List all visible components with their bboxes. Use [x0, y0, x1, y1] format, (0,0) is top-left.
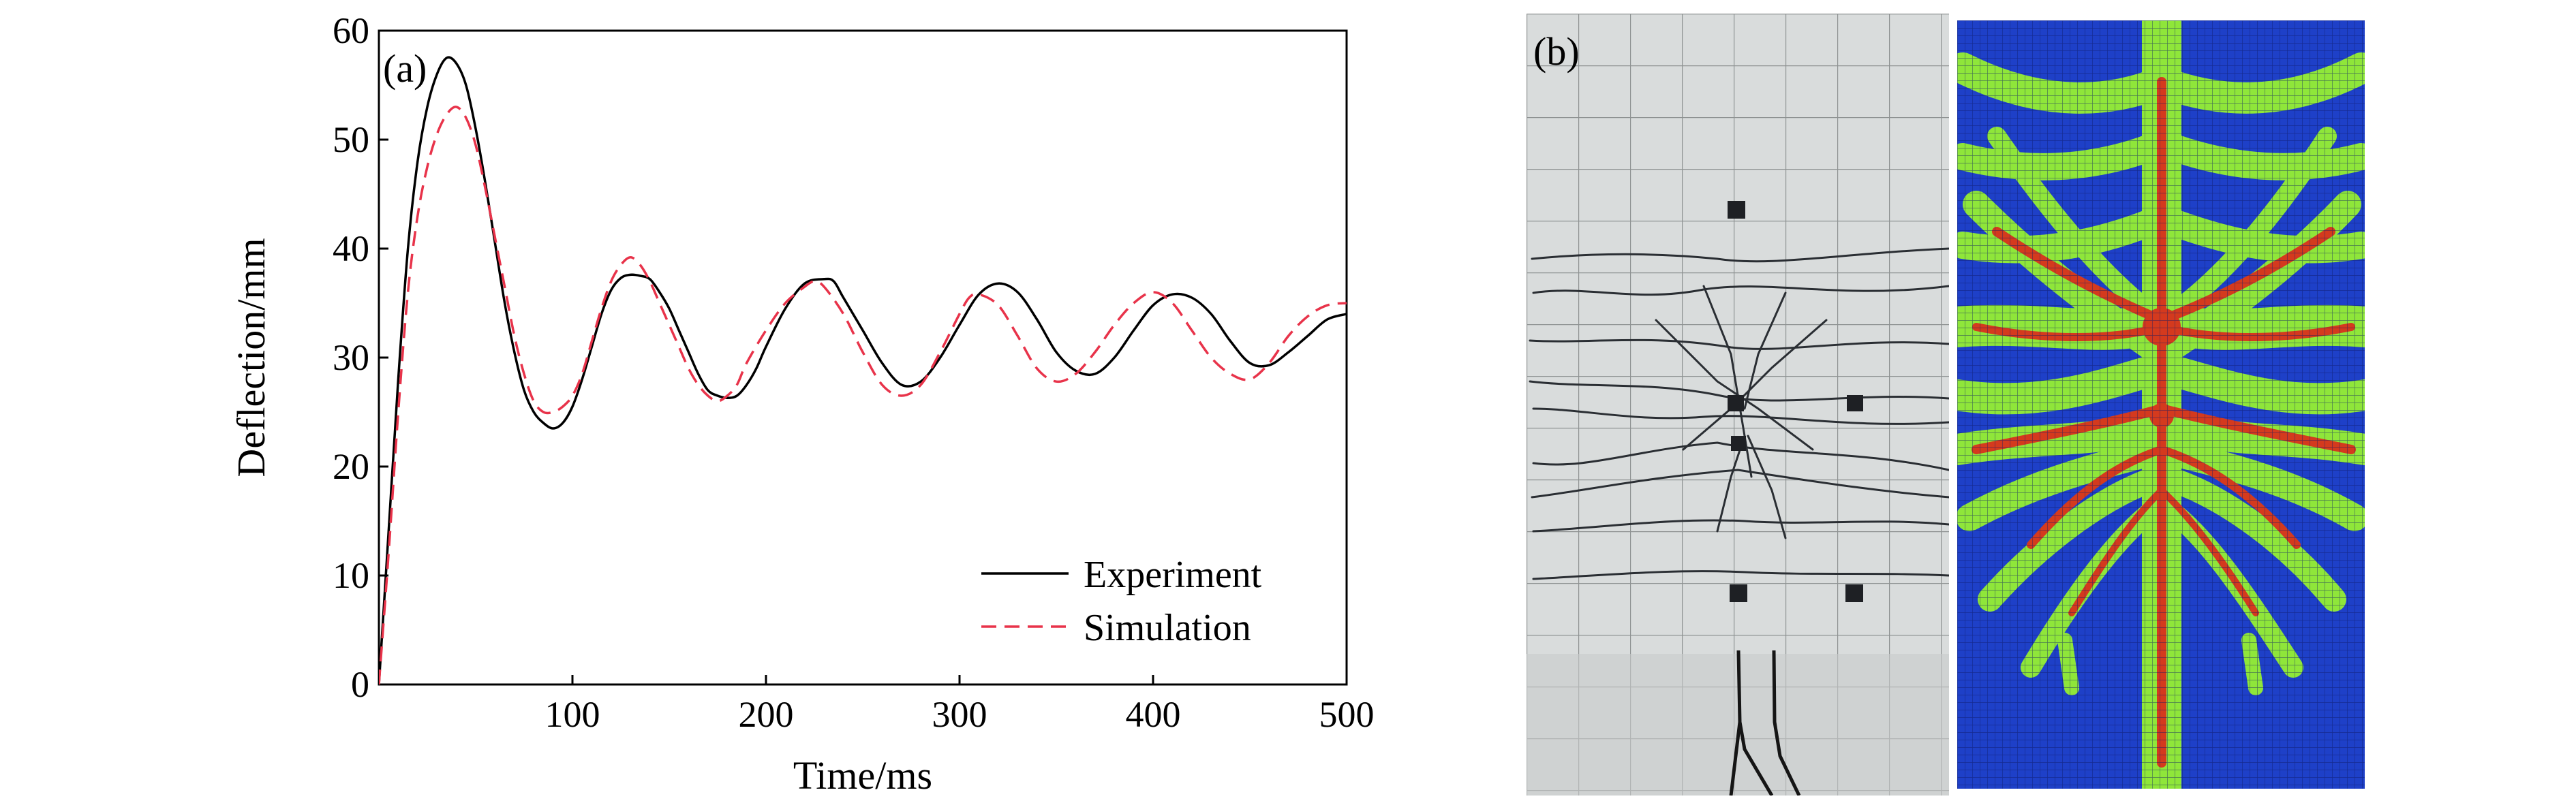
legend-label-simulation: Simulation [1084, 607, 1251, 649]
x-tick-label: 500 [1319, 694, 1375, 735]
y-tick-label: 0 [351, 664, 369, 705]
contour-mesh [1957, 20, 2365, 789]
series-layer [379, 56, 1347, 684]
y-tick-label: 40 [333, 228, 369, 269]
deflection-chart: 0 10 20 30 40 50 60 100 200 300 400 500 (a) Time/m… [229, 10, 1375, 798]
panel-label-b: (b) [1533, 29, 1580, 74]
legend: Experiment Simulation [981, 554, 1262, 649]
x-axis-label: Time/ms [793, 753, 932, 798]
y-axis: 0 10 20 30 40 50 60 [333, 10, 388, 705]
x-axis: 100 200 300 400 500 [545, 675, 1375, 735]
series-line-experiment [379, 56, 1347, 684]
x-tick-label: 400 [1126, 694, 1181, 735]
y-tick-label: 10 [333, 555, 369, 596]
gauge-markers [1728, 201, 1863, 602]
x-tick-label: 200 [739, 694, 794, 735]
gauge-wires [1729, 650, 1801, 796]
series-line-simulation [379, 106, 1347, 684]
crack-pattern-photo: (b) [1527, 14, 1949, 796]
y-tick-label: 50 [333, 119, 369, 160]
panel-label-a: (a) [383, 46, 427, 91]
x-tick-label: 300 [932, 694, 987, 735]
y-tick-label: 30 [333, 337, 369, 378]
y-axis-label: Deflection/mm [229, 238, 273, 477]
damage-contour-plot [1957, 20, 2365, 789]
x-tick-label: 100 [545, 694, 600, 735]
y-tick-label: 60 [333, 10, 369, 51]
legend-label-experiment: Experiment [1084, 554, 1262, 596]
y-tick-label: 20 [333, 446, 369, 487]
